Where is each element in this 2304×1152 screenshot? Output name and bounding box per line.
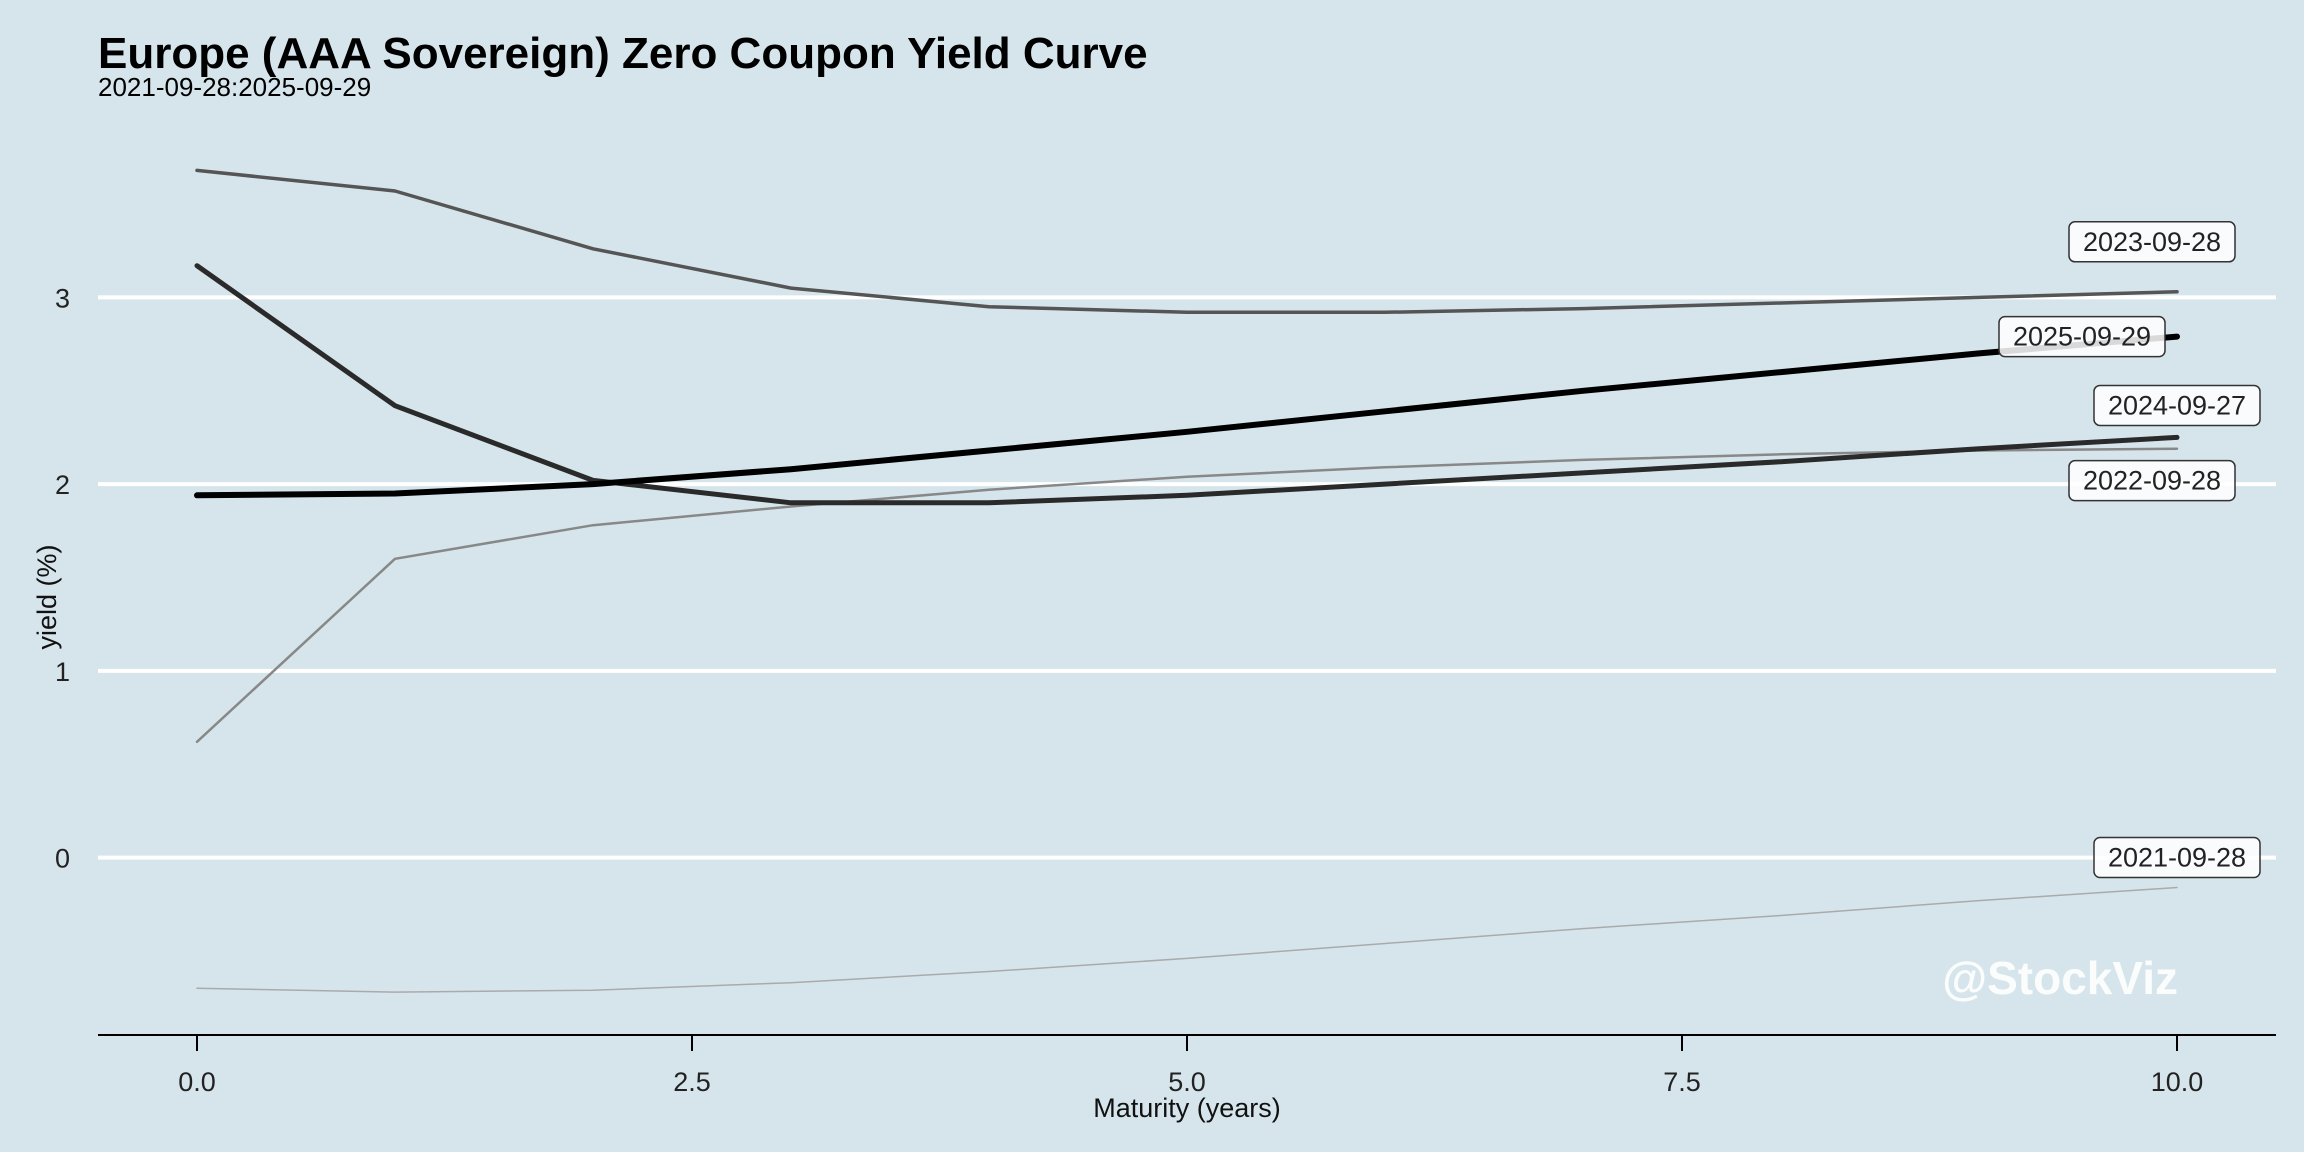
- series-label-2023-09-28: 2023-09-28: [2068, 221, 2236, 263]
- x-tick-label: 5.0: [1168, 1067, 1206, 1097]
- y-tick-label: 1: [55, 657, 70, 687]
- series-label-box: [2068, 221, 2236, 263]
- x-tick-label: 0.0: [178, 1067, 216, 1097]
- watermark: @StockViz: [1942, 952, 2178, 1004]
- series-label-text: 2025-09-29: [2013, 322, 2151, 352]
- series-line-2022-09-28: [195, 447, 2179, 744]
- series-label-2022-09-28: 2022-09-28: [2068, 459, 2236, 502]
- series-label-box: [2093, 836, 2261, 879]
- axis-layer: 0 1 2 3 0.0 2.5 5.0 7.5 10.0: [55, 283, 2276, 1097]
- x-tick-label: 7.5: [1663, 1067, 1701, 1097]
- series-line-2024-09-27: [194, 263, 2180, 506]
- series-label-text: 2021-09-28: [2108, 842, 2246, 872]
- series-label-text: 2024-09-27: [2108, 390, 2246, 420]
- series-line-2025-09-29: [194, 333, 2180, 499]
- series-label-2021-09-28: 2021-09-28: [2093, 836, 2261, 879]
- series-layer: [194, 168, 2180, 993]
- series-label-box: [2068, 459, 2236, 502]
- y-axis-label: yield (%): [32, 544, 62, 649]
- series-label-box: [1998, 315, 2166, 358]
- series-label-text: 2023-09-28: [2083, 227, 2221, 257]
- chart-title: Europe (AAA Sovereign) Zero Coupon Yield…: [98, 29, 1148, 78]
- chart-subtitle: 2021-09-28:2025-09-29: [98, 72, 371, 102]
- series-label-2024-09-27: 2024-09-27: [2093, 384, 2261, 427]
- series-label-layer: 2021-09-28 2022-09-28 2023-09-28 2024-09-27…: [1998, 221, 2261, 879]
- series-label-text: 2022-09-28: [2083, 466, 2221, 496]
- series-label-box: [2093, 384, 2261, 427]
- y-tick-label: 0: [55, 844, 70, 874]
- series-line-2021-09-28: [196, 886, 2178, 993]
- y-tick-label: 2: [55, 470, 70, 500]
- grid-layer: [98, 295, 2276, 860]
- y-tick-label: 3: [55, 283, 70, 313]
- x-axis-label: Maturity (years): [1093, 1093, 1281, 1123]
- series-label-2025-09-29: 2025-09-29: [1998, 315, 2166, 358]
- series-line-2023-09-28: [195, 168, 2179, 315]
- x-tick-label: 10.0: [2151, 1067, 2204, 1097]
- x-tick-label: 2.5: [673, 1067, 711, 1097]
